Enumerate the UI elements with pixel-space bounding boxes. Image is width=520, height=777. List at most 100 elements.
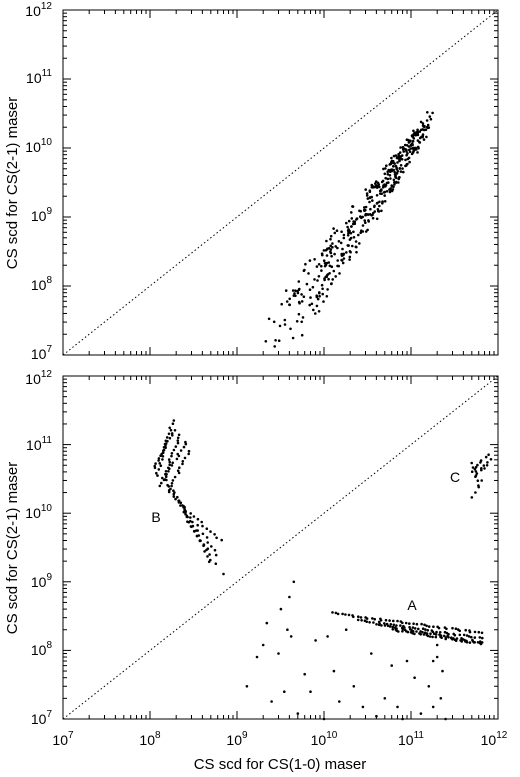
data-point xyxy=(261,643,265,647)
data-point xyxy=(184,512,187,516)
data-point xyxy=(398,167,402,170)
data-point xyxy=(363,206,366,209)
data-point xyxy=(393,170,396,174)
data-point xyxy=(338,272,341,275)
data-point xyxy=(389,168,392,172)
data-point xyxy=(196,517,200,521)
data-point xyxy=(380,192,384,195)
data-point xyxy=(476,479,480,483)
data-point xyxy=(162,449,165,453)
data-point xyxy=(425,624,428,628)
data-point xyxy=(196,523,199,527)
data-point xyxy=(329,237,332,241)
data-point xyxy=(317,275,321,278)
data-point xyxy=(209,530,212,533)
data-point xyxy=(342,236,346,240)
data-point xyxy=(315,265,319,268)
data-point xyxy=(402,170,405,174)
data-point xyxy=(432,625,435,628)
data-point xyxy=(398,151,402,154)
data-point xyxy=(474,475,477,479)
data-point xyxy=(417,627,420,631)
data-point xyxy=(391,188,395,191)
data-point xyxy=(315,304,319,308)
data-point xyxy=(401,167,404,170)
data-point xyxy=(357,615,360,618)
data-points-bottom xyxy=(153,419,493,721)
data-point xyxy=(374,180,378,183)
data-point xyxy=(394,164,398,168)
data-point xyxy=(359,231,363,234)
y-tick-label: 1012 xyxy=(25,1,52,19)
data-point xyxy=(325,274,329,277)
data-point xyxy=(366,197,370,200)
data-point xyxy=(373,204,376,208)
data-point xyxy=(347,613,351,617)
data-point xyxy=(174,445,178,448)
data-point xyxy=(360,619,363,622)
data-point xyxy=(484,455,488,459)
data-point xyxy=(176,436,180,440)
data-point xyxy=(158,462,161,465)
y-tick-label: 1010 xyxy=(25,503,52,521)
data-point xyxy=(323,277,326,280)
data-point xyxy=(435,643,439,647)
data-point xyxy=(274,339,277,342)
data-point xyxy=(425,119,429,122)
data-point xyxy=(176,469,180,473)
data-point xyxy=(378,200,381,204)
data-point xyxy=(206,555,209,558)
data-point xyxy=(322,249,326,252)
data-point xyxy=(383,697,387,700)
data-point xyxy=(416,145,420,149)
data-point xyxy=(428,115,432,118)
data-point xyxy=(312,308,315,312)
data-point xyxy=(191,524,195,528)
data-point xyxy=(161,451,165,455)
data-point xyxy=(166,439,169,443)
data-point xyxy=(426,123,430,127)
data-point xyxy=(173,475,177,479)
data-point xyxy=(296,291,300,295)
data-point xyxy=(309,296,312,299)
data-point xyxy=(427,685,431,688)
data-point xyxy=(400,158,404,161)
data-point xyxy=(365,194,369,197)
data-point xyxy=(403,626,406,629)
data-point xyxy=(373,617,377,621)
data-point xyxy=(406,630,410,634)
data-point xyxy=(368,200,371,204)
data-point xyxy=(308,303,312,307)
data-point xyxy=(346,244,350,247)
data-point xyxy=(286,628,289,631)
data-point xyxy=(178,466,181,470)
data-point xyxy=(214,553,218,557)
data-point xyxy=(479,642,483,646)
data-point xyxy=(341,247,344,251)
data-point xyxy=(317,310,321,313)
data-point xyxy=(371,213,374,217)
data-point xyxy=(200,520,203,524)
data-point xyxy=(297,280,301,283)
data-point xyxy=(196,529,199,532)
data-point xyxy=(171,434,174,437)
data-point xyxy=(470,635,473,639)
data-point xyxy=(407,148,411,152)
data-point xyxy=(340,258,343,262)
data-point xyxy=(307,272,310,275)
y-tick-labels-bottom: 107 108 109 1010 1011 1012 xyxy=(25,369,52,727)
data-point xyxy=(395,624,398,627)
data-point xyxy=(465,641,469,644)
data-point xyxy=(427,625,431,628)
data-point xyxy=(383,200,387,203)
data-point xyxy=(411,139,415,143)
data-point xyxy=(298,301,301,305)
data-point xyxy=(189,516,192,519)
data-point xyxy=(288,297,292,301)
data-point xyxy=(405,659,409,663)
data-point xyxy=(399,170,403,173)
data-point xyxy=(205,536,209,539)
data-point xyxy=(313,278,316,281)
y-tick-label: 1011 xyxy=(26,68,52,86)
data-point xyxy=(473,636,477,639)
